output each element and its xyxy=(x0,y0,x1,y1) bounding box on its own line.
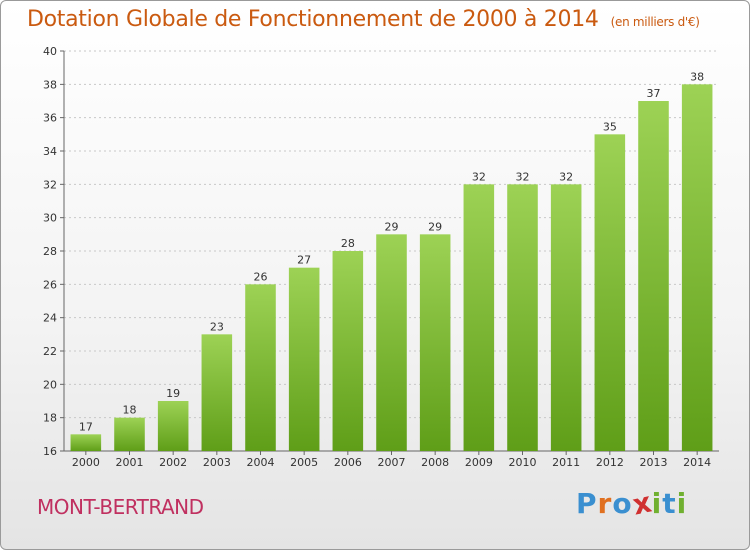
x-tick-label: 2003 xyxy=(203,456,231,469)
x-tick-label: 2006 xyxy=(334,456,362,469)
y-tick-label: 40 xyxy=(43,45,57,58)
bar-chart: 16 18 20 22 24 26 28 30 32 34 36 38 40 17 18 19 23 26 27 2… xyxy=(43,45,719,469)
x-tick-label: 2001 xyxy=(116,456,144,469)
bar-value-label: 35 xyxy=(603,120,617,133)
bar xyxy=(594,134,626,452)
x-tick-label: 2005 xyxy=(290,456,318,469)
logo-letter: t xyxy=(662,487,677,520)
x-axis-tick-labels: 2000 2001 2002 2003 2004 2005 2006 2007 2008 2009… xyxy=(72,456,711,469)
bar-value-label: 23 xyxy=(210,320,224,333)
bar xyxy=(681,84,713,451)
x-tick-label: 2014 xyxy=(683,456,711,469)
logo-letter: o xyxy=(612,487,633,520)
y-tick-label: 28 xyxy=(43,245,57,258)
bar-value-label: 18 xyxy=(123,404,137,417)
logo-letter: i xyxy=(651,487,663,520)
bar-value-label: 28 xyxy=(341,237,355,250)
bar-value-label: 17 xyxy=(79,420,93,433)
x-tick-label: 2009 xyxy=(465,456,493,469)
bar-value-label: 29 xyxy=(428,220,442,233)
y-tick-label: 34 xyxy=(43,145,57,158)
bar xyxy=(157,401,189,451)
bar xyxy=(550,184,582,452)
bar xyxy=(201,334,233,451)
chart-title: Dotation Globale de Fonctionnement de 20… xyxy=(27,7,700,32)
logo-letter: i xyxy=(676,487,688,520)
bar xyxy=(376,234,407,451)
bar-value-label: 38 xyxy=(690,70,704,83)
commune-name: MONT-BERTRAND xyxy=(37,495,204,519)
bar xyxy=(419,234,451,451)
y-tick-label: 22 xyxy=(43,345,57,358)
bar xyxy=(463,184,495,452)
y-tick-label: 20 xyxy=(43,378,57,391)
bar xyxy=(70,434,102,451)
bar-value-labels: 17 18 19 23 26 27 28 29 29 32 32 32 35 37 38 xyxy=(79,70,704,433)
x-tick-label: 2008 xyxy=(421,456,449,469)
bar-value-label: 32 xyxy=(472,170,486,183)
y-tick-label: 18 xyxy=(43,412,57,425)
y-tick-label: 32 xyxy=(43,178,57,191)
bar-value-label: 29 xyxy=(385,220,399,233)
logo-letter: P xyxy=(576,487,598,520)
y-tick-label: 36 xyxy=(43,112,57,125)
bar-value-label: 32 xyxy=(559,170,573,183)
y-tick-label: 26 xyxy=(43,278,57,291)
bar xyxy=(638,101,669,451)
proxiti-logo: Proxiti xyxy=(576,485,688,521)
y-tick-label: 16 xyxy=(43,445,57,458)
x-tick-label: 2004 xyxy=(247,456,275,469)
bar xyxy=(245,284,276,451)
x-tick-label: 2000 xyxy=(72,456,100,469)
chart-title-text: Dotation Globale de Fonctionnement de 20… xyxy=(27,7,599,32)
bar-value-label: 26 xyxy=(254,270,268,283)
x-tick-label: 2010 xyxy=(509,456,537,469)
bar xyxy=(332,251,364,451)
bar-value-label: 37 xyxy=(647,87,661,100)
bar xyxy=(288,267,320,451)
logo-letter: r xyxy=(597,487,613,520)
chart-unit-note: (en milliers d'€) xyxy=(610,15,700,29)
x-tick-label: 2013 xyxy=(640,456,668,469)
x-tick-label: 2007 xyxy=(378,456,406,469)
y-tick-label: 30 xyxy=(43,212,57,225)
bar xyxy=(114,417,145,451)
x-tick-label: 2011 xyxy=(552,456,580,469)
x-tick-label: 2002 xyxy=(159,456,187,469)
x-tick-label: 2012 xyxy=(596,456,624,469)
y-axis-tick-labels: 16 18 20 22 24 26 28 30 32 34 36 38 40 xyxy=(43,45,57,458)
bar xyxy=(507,184,538,452)
bar-value-label: 19 xyxy=(166,387,180,400)
bars xyxy=(70,84,713,452)
bar-value-label: 32 xyxy=(516,170,530,183)
y-tick-label: 38 xyxy=(43,78,57,91)
y-tick-label: 24 xyxy=(43,312,57,325)
bar-value-label: 27 xyxy=(297,254,311,267)
